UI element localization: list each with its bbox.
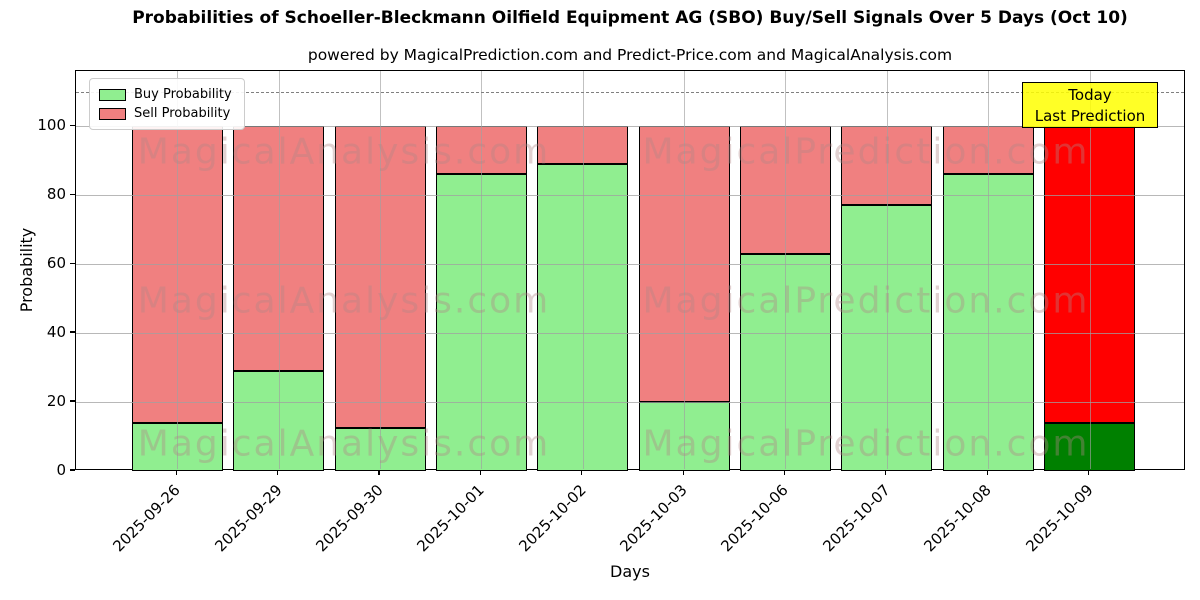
v-gridline-2025-10-01 <box>481 71 483 469</box>
chart-title: Probabilities of Schoeller-Bleckmann Oil… <box>132 8 1128 28</box>
legend-item-sell: Sell Probability <box>99 104 232 123</box>
y-tick-20 <box>70 400 75 402</box>
sell-probability-swatch <box>99 107 126 120</box>
watermark-analysis-3: MagicalAnalysis.com <box>137 423 551 465</box>
x-tick-2025-10-02 <box>581 470 583 475</box>
v-gridline-2025-10-08 <box>988 71 990 469</box>
x-tick-2025-09-30 <box>378 470 380 475</box>
v-gridline-2025-10-02 <box>582 71 584 469</box>
legend: Buy Probability Sell Probability <box>89 78 245 130</box>
h-gridline-100 <box>76 126 1184 128</box>
y-tick-60 <box>70 262 75 264</box>
y-tick-40 <box>70 331 75 333</box>
v-gridline-2025-10-03 <box>684 71 686 469</box>
y-tick-label-80: 80 <box>46 185 66 204</box>
y-tick-label-0: 0 <box>56 461 66 479</box>
x-tick-2025-10-08 <box>986 470 988 475</box>
y-tick-label-100: 100 <box>37 116 66 135</box>
v-gridline-2025-10-07 <box>886 71 888 469</box>
x-tick-2025-09-29 <box>277 470 279 475</box>
y-tick-label-40: 40 <box>46 323 66 342</box>
x-axis-label: Days <box>610 562 650 581</box>
x-tick-2025-10-09 <box>1087 470 1090 475</box>
x-tick-2025-10-03 <box>682 470 684 475</box>
annotation-line-1: Today <box>1068 86 1112 104</box>
grid-layer <box>76 71 1184 469</box>
x-tick-2025-09-26 <box>175 470 177 475</box>
plot-area: MagicalAnalysis.com MagicalPrediction.com… <box>75 70 1185 471</box>
bars-layer <box>76 71 1184 471</box>
watermark-prediction-2: MagicalPrediction.com <box>642 280 1090 322</box>
v-gridline-2025-10-06 <box>785 71 787 469</box>
today-annotation-box: Today Last Prediction <box>1022 82 1158 128</box>
x-tick-2025-10-01 <box>479 470 481 475</box>
buy-probability-swatch <box>99 88 126 101</box>
x-tick-2025-10-06 <box>783 470 786 475</box>
v-gridline-2025-09-26 <box>177 71 179 469</box>
y-tick-label-60: 60 <box>46 254 66 273</box>
y-tick-0 <box>70 469 75 471</box>
legend-item-buy: Buy Probability <box>99 85 232 104</box>
v-gridline-2025-10-09 <box>1089 71 1091 469</box>
v-gridline-2025-09-30 <box>380 71 382 469</box>
watermark-prediction-3: MagicalPrediction.com <box>642 423 1090 465</box>
annotation-line-2: Last Prediction <box>1034 107 1146 125</box>
h-gridline-60 <box>76 264 1184 266</box>
watermark-layer: MagicalAnalysis.com MagicalPrediction.com… <box>76 71 1184 469</box>
watermark-analysis-2: MagicalAnalysis.com <box>137 280 551 322</box>
watermark-prediction-1: MagicalPrediction.com <box>642 131 1090 173</box>
v-gridline-2025-09-29 <box>278 71 280 469</box>
chart-subtitle: powered by MagicalPrediction.com and Pre… <box>307 46 953 64</box>
legend-buy-label: Buy Probability <box>134 87 232 102</box>
watermark-analysis-1: MagicalAnalysis.com <box>137 131 551 173</box>
upper-threshold-dashed-line <box>76 91 1184 93</box>
y-tick-80 <box>70 193 75 195</box>
y-tick-100 <box>70 124 75 126</box>
legend-sell-label: Sell Probability <box>134 106 231 121</box>
h-gridline-80 <box>76 195 1184 197</box>
y-tick-label-20: 20 <box>46 392 66 411</box>
h-gridline-20 <box>76 402 1184 404</box>
x-tick-label-2025-09-26: 2025-09-26 <box>109 481 185 556</box>
h-gridline-40 <box>76 333 1184 335</box>
x-tick-2025-10-07 <box>885 470 887 475</box>
